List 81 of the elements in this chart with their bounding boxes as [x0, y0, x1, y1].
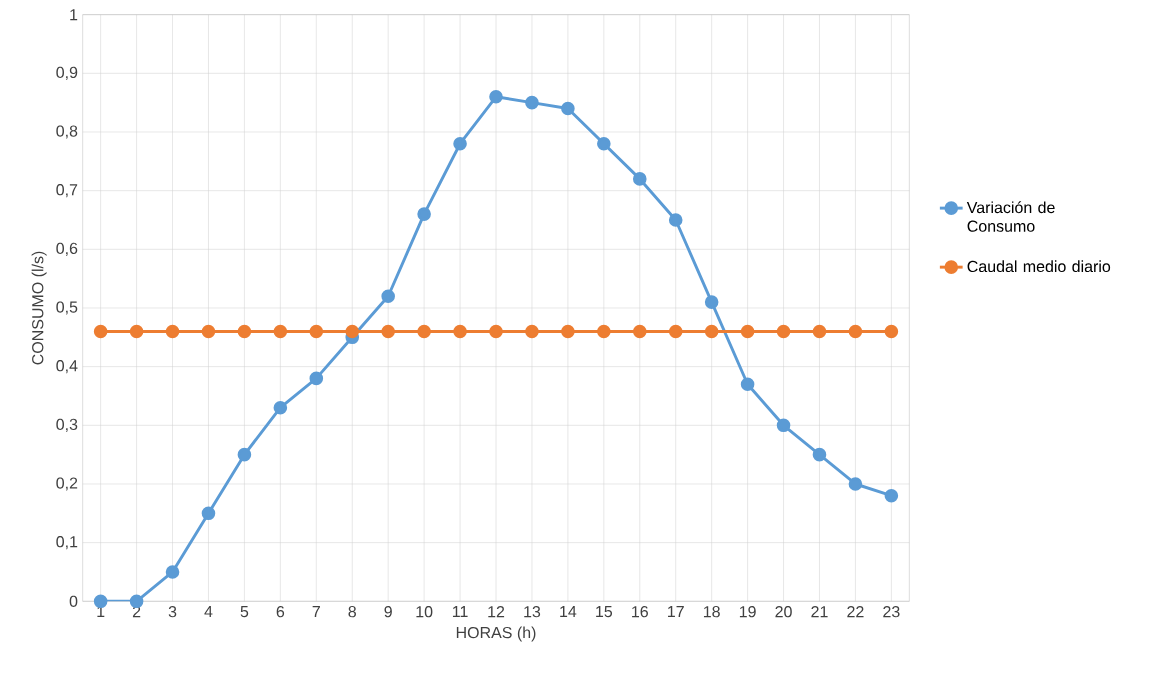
point	[668, 213, 683, 227]
y-tick-label: 0,6	[56, 242, 78, 256]
x-tick-label: 13	[524, 606, 541, 618]
y-axis-title: CONSUMO (l/s)	[31, 251, 47, 365]
point	[309, 371, 324, 386]
y-tick-label: 0,5	[56, 301, 78, 315]
x-tick-label: 23	[883, 606, 900, 618]
point	[561, 324, 575, 339]
y-tick-label: 1	[70, 9, 78, 21]
point	[273, 324, 288, 339]
point	[129, 324, 144, 339]
point	[740, 324, 755, 339]
point	[632, 324, 647, 339]
y-tick-label: 0,8	[56, 125, 78, 139]
point	[704, 324, 719, 339]
point	[884, 488, 899, 503]
point	[848, 324, 863, 339]
x-tick-label: 10	[416, 606, 433, 618]
x-tick-label: 21	[811, 606, 828, 618]
point	[417, 207, 431, 221]
x-tick-label: 22	[847, 606, 864, 618]
y-tick-label: 0,2	[56, 477, 78, 491]
point	[776, 324, 791, 339]
point	[237, 324, 252, 339]
point	[165, 324, 180, 339]
point	[525, 95, 539, 110]
x-tick-label: 8	[348, 606, 356, 618]
x-axis-title: HORAS (h)	[456, 626, 536, 642]
point	[597, 324, 611, 339]
point	[848, 477, 863, 491]
point	[201, 324, 216, 339]
point	[201, 506, 216, 521]
point	[273, 400, 288, 415]
y-tick-label: 0,1	[56, 536, 78, 550]
point	[740, 377, 755, 392]
point	[165, 565, 180, 579]
x-tick-label: 11	[452, 606, 468, 618]
x-tick-label: 6	[276, 606, 285, 618]
legend-label: Variación de Consumo	[966, 201, 1055, 232]
point	[776, 418, 791, 433]
point	[561, 101, 575, 116]
x-tick-label: 5	[240, 606, 249, 618]
point	[597, 136, 611, 151]
y-tick-label: 0	[69, 595, 78, 607]
point	[129, 594, 144, 609]
x-tick-label: 20	[775, 606, 792, 618]
legend-label: Caudal medio diario	[967, 260, 1111, 273]
x-tick-label: 18	[703, 606, 720, 618]
point	[812, 324, 827, 339]
x-tick-label: 12	[488, 606, 505, 618]
point	[453, 136, 467, 151]
point	[489, 324, 503, 339]
y-tick-label: 0,3	[56, 418, 78, 432]
point	[884, 324, 899, 339]
y-tick-label: 0,7	[56, 184, 78, 198]
point	[812, 447, 827, 462]
x-tick-label: 7	[312, 606, 320, 618]
x-tick-label: 19	[739, 606, 756, 618]
point	[417, 324, 431, 339]
x-tick-label: 16	[632, 606, 648, 618]
x-tick-label: 14	[560, 606, 577, 618]
x-tick-label: 9	[384, 606, 392, 618]
x-tick-label: 15	[596, 606, 613, 618]
point	[704, 295, 719, 309]
x-tick-label: 4	[204, 606, 213, 618]
point	[345, 324, 360, 339]
y-tick-label: 0,9	[56, 66, 78, 80]
point	[381, 324, 395, 339]
point	[489, 89, 503, 104]
point	[453, 324, 467, 339]
y-tick-label: 0,4	[56, 360, 78, 374]
point	[237, 447, 252, 462]
point	[668, 324, 683, 339]
x-tick-label: 17	[668, 606, 684, 618]
point	[93, 324, 108, 339]
point	[525, 324, 539, 339]
x-tick-label: 3	[168, 606, 177, 618]
point	[93, 594, 108, 609]
point	[309, 324, 324, 339]
point	[381, 289, 395, 304]
point	[632, 172, 647, 186]
